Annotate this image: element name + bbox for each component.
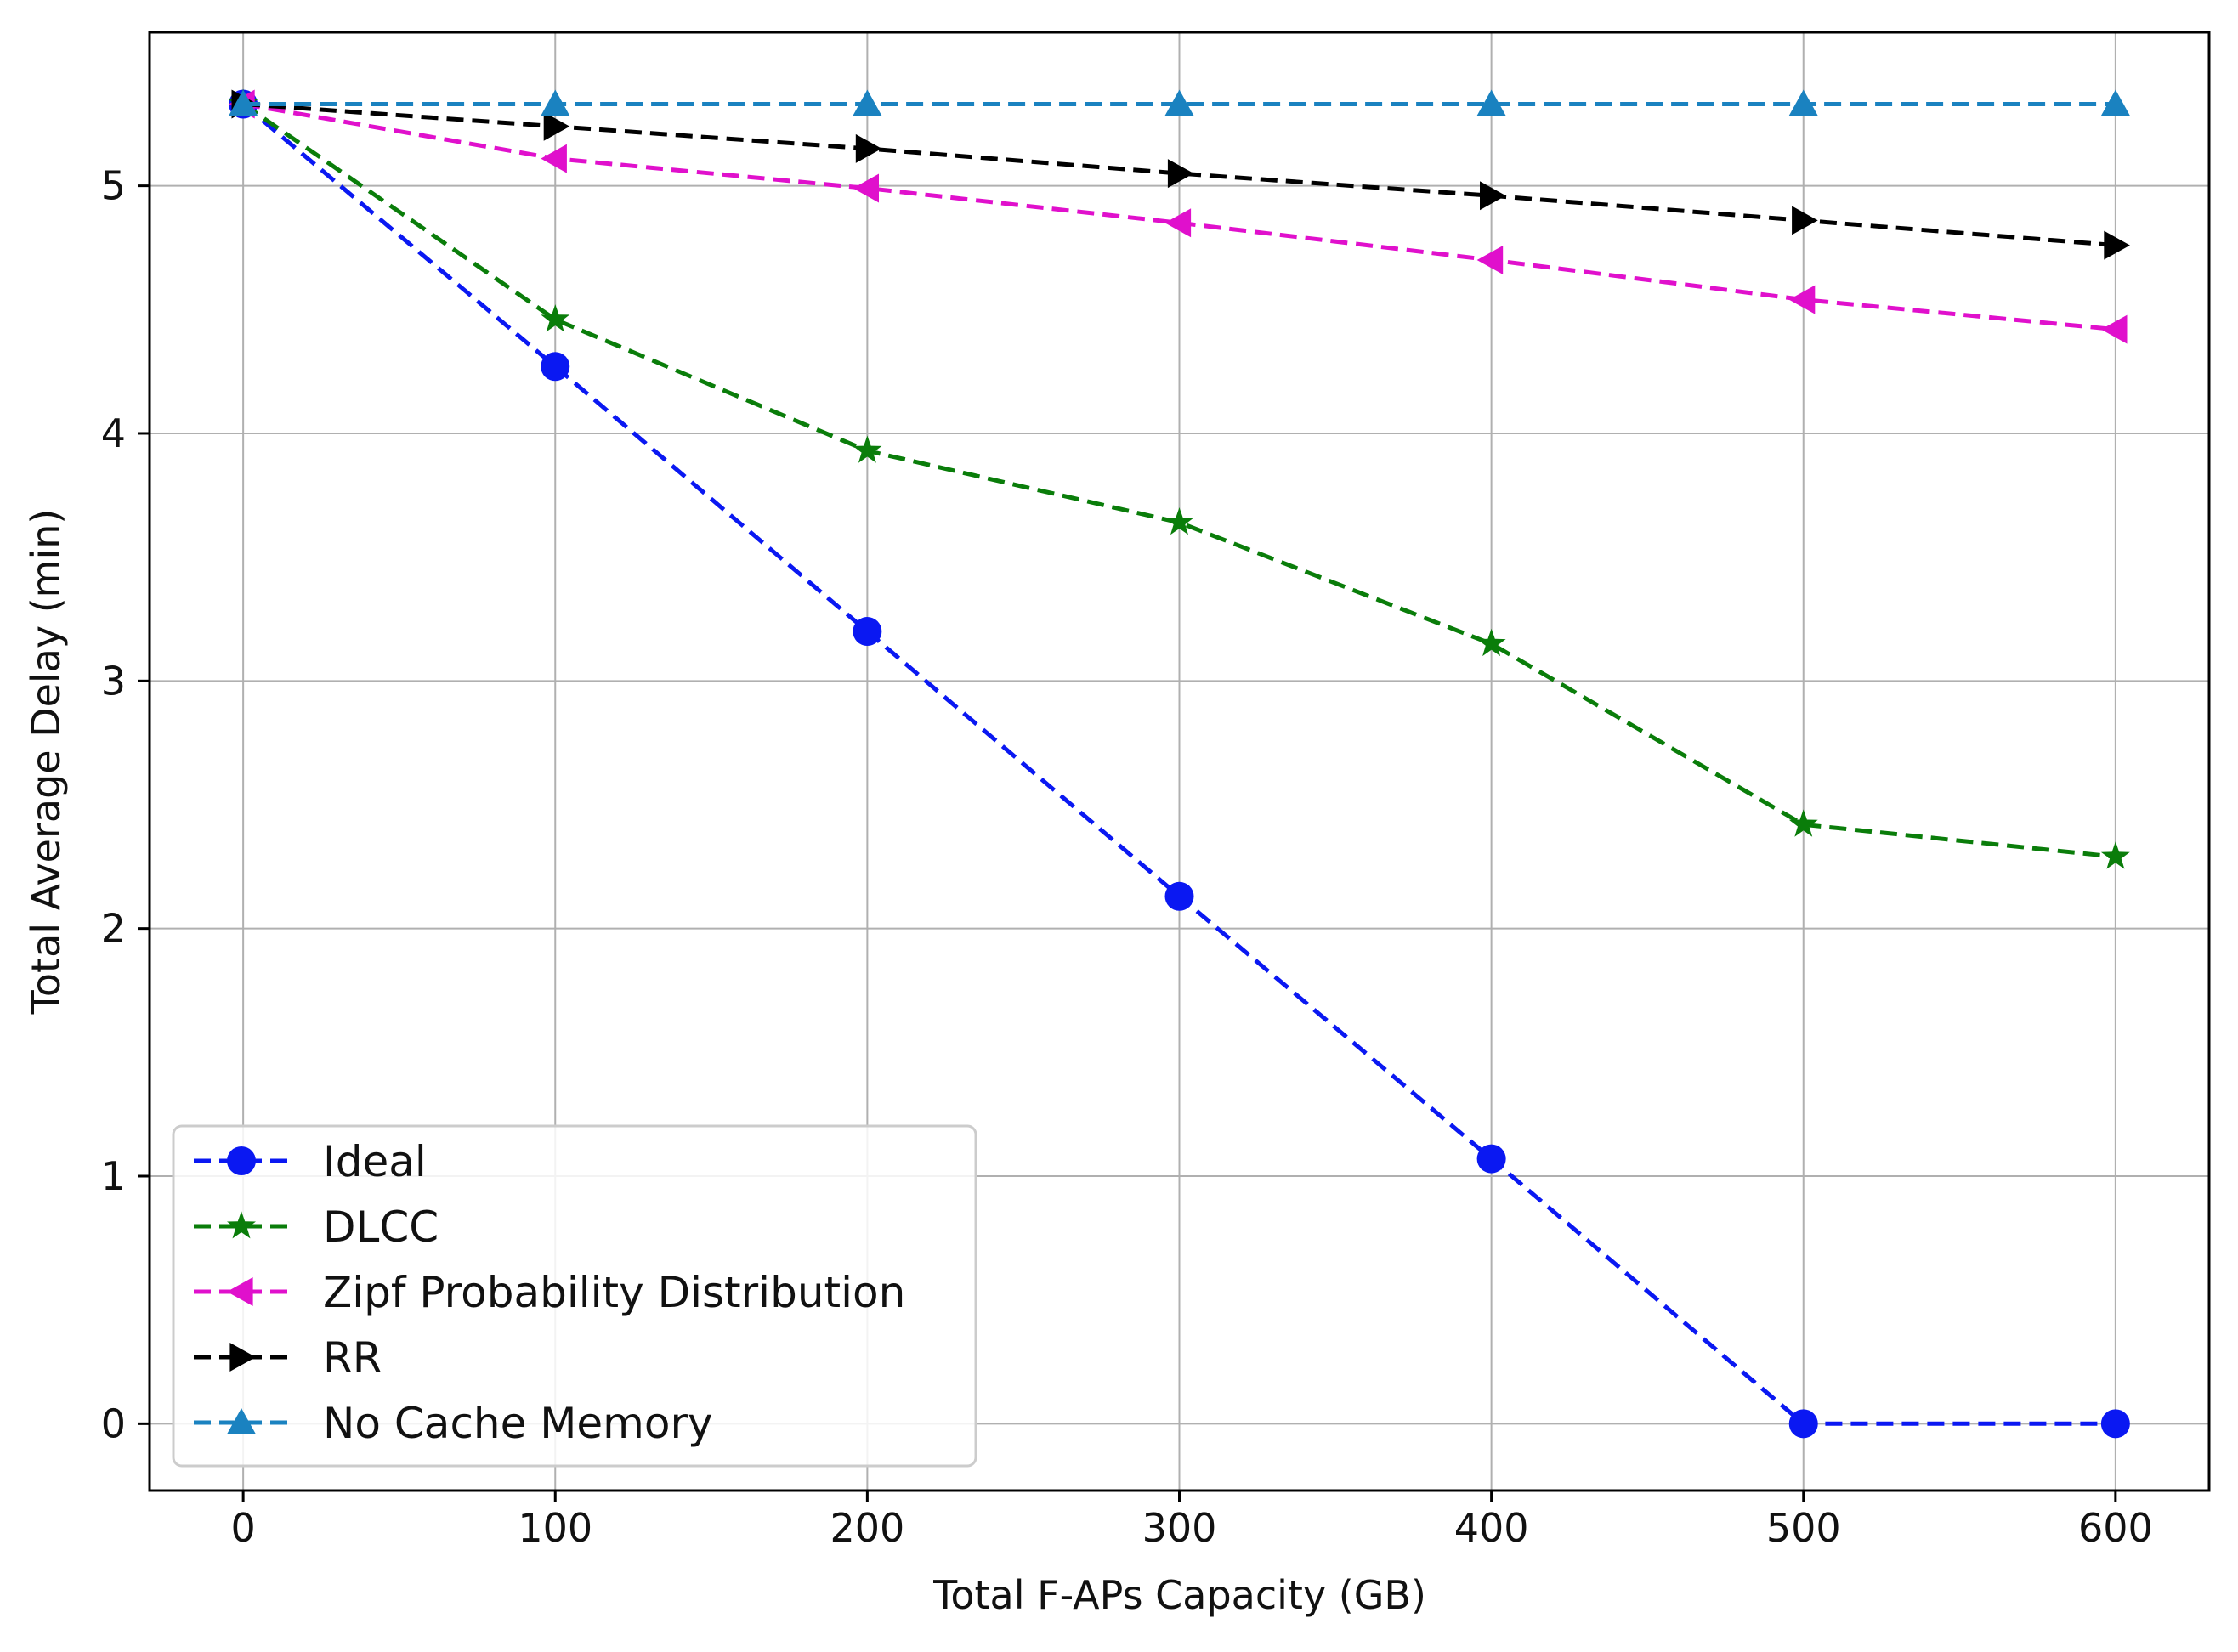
data-point-zipf-probability-distribution xyxy=(1788,285,1816,314)
data-point-ideal xyxy=(1788,1409,1818,1439)
y-tick-label: 5 xyxy=(101,163,126,209)
data-point-zipf-probability-distribution xyxy=(853,173,879,203)
data-point-dlcc xyxy=(1476,628,1506,657)
data-point-dlcc xyxy=(2100,841,2130,869)
legend-entry-rr: RR xyxy=(194,1333,382,1383)
legend-label: No Cache Memory xyxy=(323,1399,713,1448)
data-point-ideal xyxy=(1476,1144,1506,1174)
legend-swatch-marker xyxy=(229,1343,256,1372)
data-point-dlcc xyxy=(541,304,570,332)
y-axis-label: Total Average Delay (min) xyxy=(23,509,69,1016)
data-point-rr xyxy=(543,111,570,141)
data-point-ideal xyxy=(1164,881,1194,911)
data-point-zipf-probability-distribution xyxy=(2100,314,2128,344)
legend-entry-zipf-probability-distribution: Zipf Probability Distribution xyxy=(194,1268,905,1317)
y-tick-label: 0 xyxy=(101,1400,126,1446)
y-tick-label: 2 xyxy=(101,906,126,952)
data-point-no-cache-memory xyxy=(1788,89,1818,116)
series-layer xyxy=(229,88,2130,1439)
data-point-rr xyxy=(1167,159,1194,189)
series-no-cache-memory xyxy=(229,89,2130,116)
legend-entry-dlcc: DLCC xyxy=(194,1202,439,1252)
legend-label: Ideal xyxy=(323,1137,427,1186)
data-point-ideal xyxy=(2100,1409,2130,1439)
legend-swatch-marker xyxy=(227,1408,256,1434)
legend-swatch-marker xyxy=(227,1211,256,1239)
data-point-dlcc xyxy=(1788,809,1818,837)
x-tick-label: 600 xyxy=(2078,1505,2153,1551)
x-tick-label: 500 xyxy=(1766,1505,1841,1551)
y-tick-label: 4 xyxy=(101,410,126,456)
legend-label: DLCC xyxy=(323,1202,439,1252)
data-point-rr xyxy=(1792,206,1818,235)
data-point-rr xyxy=(2104,230,2130,260)
y-tick-label: 1 xyxy=(101,1153,126,1199)
legend-box xyxy=(172,1124,977,1468)
legend-entry-ideal: Ideal xyxy=(194,1137,427,1186)
legend: Ideal DLCC Zipf Probability Distribution RR… xyxy=(172,1124,977,1468)
x-tick-label: 200 xyxy=(830,1505,904,1551)
data-point-rr xyxy=(855,133,882,163)
data-point-ideal xyxy=(541,352,570,382)
legend-swatch-marker xyxy=(227,1277,253,1306)
data-point-dlcc xyxy=(1164,507,1194,535)
x-tick-label: 100 xyxy=(518,1505,592,1551)
data-point-ideal xyxy=(853,617,882,647)
data-point-rr xyxy=(1480,181,1506,211)
legend-swatch-marker xyxy=(227,1146,256,1175)
data-point-zipf-probability-distribution xyxy=(541,144,567,173)
y-tick-label: 3 xyxy=(101,658,126,704)
x-tick-label: 0 xyxy=(230,1505,255,1551)
legend-label: RR xyxy=(323,1333,382,1383)
x-tick-label: 300 xyxy=(1142,1505,1217,1551)
data-point-zipf-probability-distribution xyxy=(1164,208,1192,238)
x-axis-label: Total F-APs Capacity (GB) xyxy=(932,1572,1426,1618)
axis-ticks: 0 100 200 300 400 500 600 0 1 2 3 4 5 xyxy=(101,163,2153,1551)
legend-label: Zipf Probability Distribution xyxy=(323,1268,905,1317)
data-point-no-cache-memory xyxy=(1476,89,1506,116)
data-point-no-cache-memory xyxy=(229,89,258,116)
data-point-no-cache-memory xyxy=(2100,89,2130,116)
data-point-no-cache-memory xyxy=(853,89,882,116)
data-point-zipf-probability-distribution xyxy=(1476,246,1504,274)
data-point-no-cache-memory xyxy=(541,89,570,116)
data-point-dlcc xyxy=(853,435,882,463)
legend-entry-no-cache-memory: No Cache Memory xyxy=(194,1399,713,1448)
x-tick-label: 400 xyxy=(1454,1505,1529,1551)
data-point-no-cache-memory xyxy=(1164,89,1194,116)
